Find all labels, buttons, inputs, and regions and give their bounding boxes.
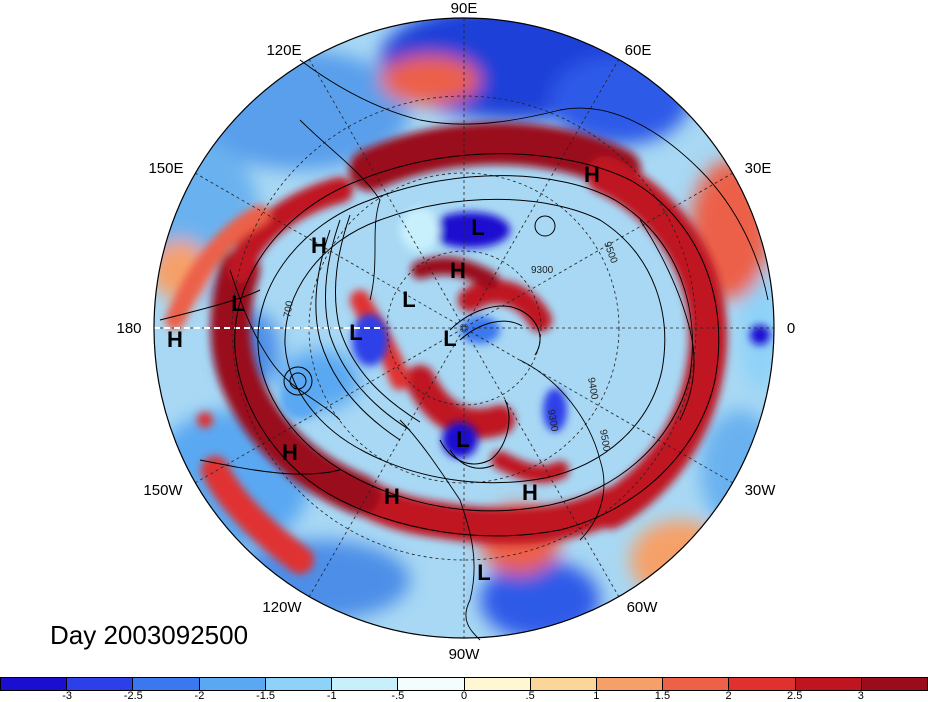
contour-label: 700 <box>282 300 296 319</box>
lon-label-60w: 60W <box>627 599 659 616</box>
lon-label-0: 0 <box>787 320 795 337</box>
map-border <box>153 17 775 639</box>
colorbar-tick-label: 3 <box>857 690 864 702</box>
pressure-center-high: H <box>522 480 538 505</box>
longitude-labels: 90E 60E 120E 150E 30E 180 0 150W 30W 120… <box>116 0 795 663</box>
colorbar-swatch <box>663 678 730 690</box>
contour-label: 9400 <box>585 377 600 401</box>
lon-label-30w: 30W <box>745 482 777 499</box>
colorbar-swatch <box>398 678 465 690</box>
colorbar-tick-label: -.5 <box>391 690 405 702</box>
pressure-center-low: L <box>471 215 484 240</box>
colorbar-tick-label: -2 <box>194 690 205 702</box>
colorbar-swatch <box>1 678 68 690</box>
lon-label-30e: 30E <box>745 160 772 177</box>
colorbar-swatch <box>795 678 862 690</box>
colorbar-swatch <box>133 678 200 690</box>
colorbar-tick-label: -3 <box>62 690 73 702</box>
colorbar-tick-label: -1 <box>326 690 337 702</box>
lon-label-180: 180 <box>116 320 141 337</box>
colorbar-tick-label: -2.5 <box>123 690 143 702</box>
pressure-centers: H L H H L L L L H H L H H L <box>167 162 600 585</box>
day-label: Day 2003092500 <box>50 620 249 650</box>
colorbar-swatch <box>596 678 664 690</box>
colorbar-tick-label: 2.5 <box>787 690 803 702</box>
pressure-center-low: L <box>456 427 469 452</box>
pressure-center-high: H <box>584 162 600 187</box>
pressure-center-low: L <box>402 287 415 312</box>
colorbar-tick-label: 2 <box>725 690 732 702</box>
lon-label-150w: 150W <box>143 482 183 499</box>
pressure-center-high: H <box>282 440 298 465</box>
contour-label: 9300 <box>545 409 560 433</box>
pressure-center-low: L <box>477 560 490 585</box>
colorbar-swatch <box>530 678 597 690</box>
colorbar-tick-label: 1.5 <box>654 690 671 702</box>
pressure-center-high: H <box>450 258 466 283</box>
colorbar-tick-label: 0 <box>460 690 468 702</box>
pressure-center-low: L <box>349 320 362 345</box>
colorbar-swatch <box>464 678 531 690</box>
lon-label-90e: 90E <box>451 0 478 17</box>
contour-label: 9300 <box>531 265 554 276</box>
pressure-center-low: L <box>231 291 244 316</box>
pressure-center-high: H <box>384 484 400 509</box>
pressure-center-low: L <box>443 326 456 351</box>
colorbar-swatch <box>265 678 333 690</box>
contour-label: 9500 <box>597 429 612 453</box>
lon-label-120w: 120W <box>262 599 302 616</box>
pressure-center-high: H <box>311 233 327 258</box>
coastlines <box>229 59 769 641</box>
colorbar-ticks: -3 -2.5 -2 -1.5 -1 -.5 0 .5 1 1.5 2 2.5 3 <box>0 690 928 702</box>
pressure-center-high: H <box>167 327 183 352</box>
lon-label-90w: 90W <box>449 646 481 663</box>
colorbar-swatch <box>729 678 796 690</box>
contour-label-group: 9300 9500 9400 9500 9300 700 <box>282 240 619 453</box>
lon-label-150e: 150E <box>148 160 183 177</box>
lon-label-120e: 120E <box>266 42 301 59</box>
colorbar <box>0 677 928 691</box>
colorbar-tick-label: .5 <box>525 690 535 702</box>
polar-map: 9300 9500 9400 9500 9300 700 90E 60E 120… <box>116 0 795 663</box>
colorbar-swatch <box>861 678 928 690</box>
colorbar-swatch <box>199 678 266 690</box>
lon-label-60e: 60E <box>625 42 652 59</box>
colorbar-tick-label: -1.5 <box>256 690 276 702</box>
colorbar-tick-label: 1 <box>593 690 600 702</box>
colorbar-swatch <box>332 678 399 690</box>
height-contours <box>159 153 720 537</box>
colorbar-swatch <box>67 678 134 690</box>
